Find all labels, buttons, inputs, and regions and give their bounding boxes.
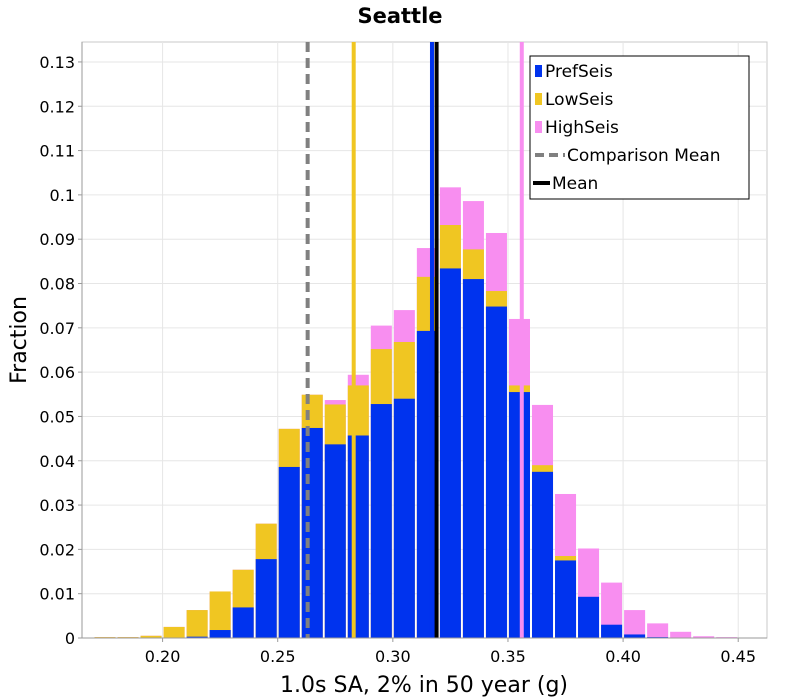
x-tick-label: 0.45 [720, 647, 756, 666]
axes-layer: 0 0.01 0.02 0.03 0.04 0.05 0.06 0.07 0.08 0.09 0.1… [39, 42, 767, 666]
bar-prefseis [578, 596, 600, 638]
bar-highseis [601, 582, 623, 638]
y-tick-label: 0.02 [39, 540, 75, 559]
bar-prefseis [232, 607, 254, 638]
bar-prefseis [370, 404, 392, 638]
bar-prefseis [301, 427, 323, 638]
y-tick-label: 0.08 [39, 275, 75, 294]
bar-lowseis [140, 635, 162, 638]
y-tick-label: 0.06 [39, 363, 75, 382]
bar-lowseis [209, 591, 231, 638]
y-tick-label: 0.1 [50, 186, 75, 205]
x-axis-label: 1.0s SA, 2% in 50 year (g) [280, 673, 568, 698]
legend-box [529, 55, 750, 200]
y-tick-label: 0 [65, 629, 75, 648]
y-tick-label: 0.11 [39, 142, 75, 161]
legend-swatch-highseis [535, 121, 542, 133]
chart-title: Seattle [357, 4, 442, 28]
y-tick-label: 0.13 [39, 53, 75, 72]
bar-prefseis [186, 636, 208, 638]
bar-prefseis [347, 435, 369, 638]
y-tick-label: 0.09 [39, 230, 75, 249]
bar-prefseis [278, 466, 300, 638]
bar-prefseis [462, 279, 484, 638]
x-tick-label: 0.40 [605, 647, 641, 666]
x-tick-label: 0.20 [145, 647, 181, 666]
bar-highseis [624, 610, 646, 638]
bar-lowseis [163, 626, 185, 638]
y-tick-label: 0.07 [39, 319, 75, 338]
bar-prefseis [531, 471, 554, 638]
bar-prefseis [209, 630, 231, 638]
legend-label-highseis: HighSeis [545, 118, 619, 138]
y-axis-label: Fraction [7, 296, 32, 384]
y-tick-label: 0.04 [39, 452, 75, 471]
y-tick-label: 0.05 [39, 407, 75, 426]
bar-prefseis [485, 306, 507, 638]
bar-prefseis [255, 559, 277, 638]
bar-highseis [693, 636, 715, 638]
bar-lowseis [186, 610, 208, 638]
legend: PrefSeis LowSeis HighSeis Comparison Mean Me… [529, 55, 750, 200]
bar-prefseis [324, 444, 346, 638]
legend-label-comparison-mean: Comparison Mean [567, 146, 721, 166]
bar-prefseis [555, 560, 577, 638]
bar-prefseis [601, 624, 623, 638]
legend-swatch-prefseis [535, 65, 542, 77]
y-tick-label: 0.12 [39, 97, 75, 116]
y-tick-label: 0.03 [39, 496, 75, 515]
bar-prefseis [508, 392, 530, 638]
grid-layer [82, 42, 767, 638]
legend-swatch-lowseis [535, 93, 542, 105]
legend-label-mean: Mean [552, 174, 598, 194]
bar-prefseis [439, 268, 461, 638]
legend-label-lowseis: LowSeis [545, 90, 613, 110]
x-tick-label: 0.35 [490, 647, 526, 666]
bar-highseis [670, 631, 692, 638]
legend-label-prefseis: PrefSeis [545, 62, 613, 82]
mean-lines-layer [305, 42, 524, 638]
y-tick-label: 0.01 [39, 585, 75, 604]
bar-prefseis [393, 398, 415, 638]
x-tick-label: 0.25 [260, 647, 296, 666]
bar-prefseis [624, 634, 646, 638]
bar-highseis [647, 623, 669, 638]
x-tick-label: 0.30 [375, 647, 411, 666]
